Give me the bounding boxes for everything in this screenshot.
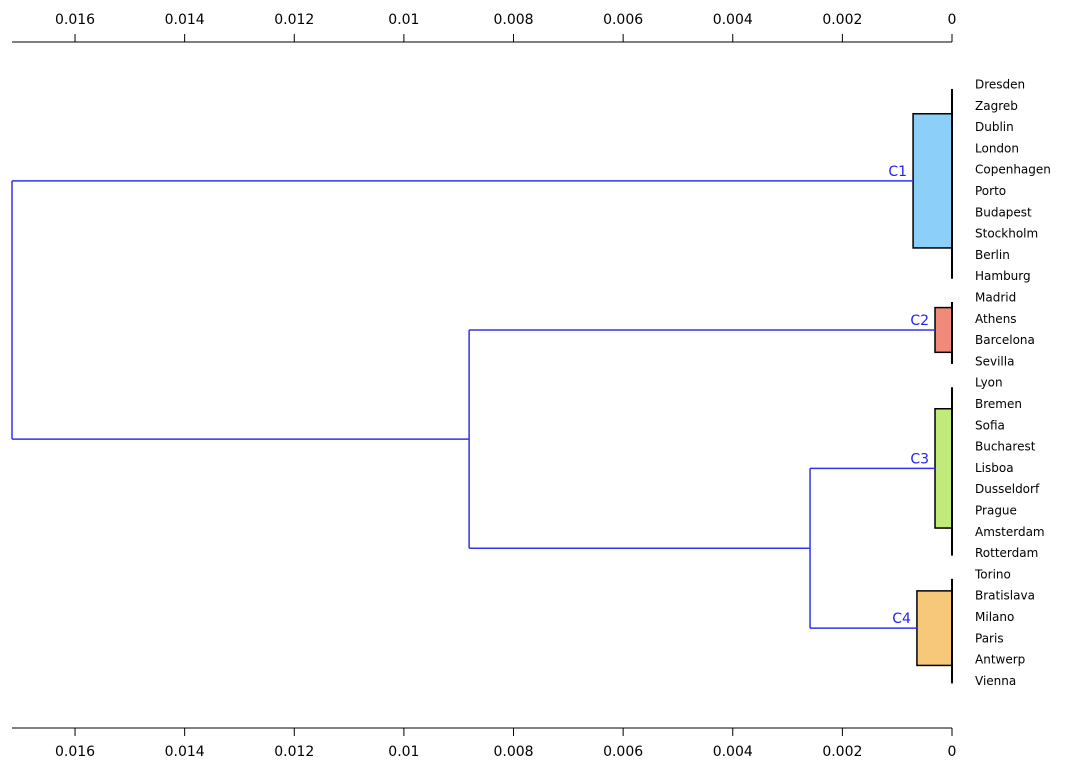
x-tick-label: 0.002: [822, 744, 862, 760]
leaf-label: Athens: [975, 312, 1017, 326]
leaf-label: Antwerp: [975, 653, 1025, 667]
leaf-label: Barcelona: [975, 333, 1035, 347]
leaf-label: Berlin: [975, 248, 1010, 262]
leaf-label: Vienna: [975, 674, 1016, 688]
cluster-box: [916, 590, 953, 667]
leaf-label: Madrid: [975, 291, 1016, 305]
leaf-label: Dusseldorf: [975, 482, 1040, 496]
leaf-label: Bratislava: [975, 589, 1035, 603]
cluster-box: [912, 113, 953, 249]
x-tick-label: 0.012: [274, 744, 314, 760]
leaf-label: Hamburg: [975, 269, 1031, 283]
leaf-label: Paris: [975, 631, 1004, 645]
x-tick-label: 0.014: [165, 744, 205, 760]
leaf-label: London: [975, 141, 1019, 155]
x-tick-label: 0.016: [55, 744, 95, 760]
leaf-label: Bremen: [975, 397, 1022, 411]
leaf-label: Dresden: [975, 78, 1025, 92]
x-tick-label: 0.006: [603, 744, 643, 760]
leaf-label: Stockholm: [975, 227, 1038, 241]
x-tick-label: 0.016: [55, 12, 95, 28]
leaf-label: Lyon: [975, 376, 1003, 390]
cluster-box: [934, 306, 953, 354]
cluster-label: C3: [910, 451, 929, 467]
leaf-label: Copenhagen: [975, 163, 1051, 177]
x-tick-label: 0.008: [493, 12, 533, 28]
x-tick-label: 0.01: [388, 12, 419, 28]
x-tick-label: 0.004: [713, 744, 753, 760]
x-tick-label: 0.002: [822, 12, 862, 28]
leaf-label: Bucharest: [975, 440, 1036, 454]
x-tick-label: 0: [948, 744, 957, 760]
x-tick-label: 0.014: [165, 12, 205, 28]
x-tick-label: 0.008: [493, 744, 533, 760]
x-tick-label: 0.006: [603, 12, 643, 28]
x-tick-label: 0: [948, 12, 957, 28]
leaf-label: Torino: [974, 567, 1011, 581]
x-tick-label: 0.012: [274, 12, 314, 28]
x-tick-label: 0.004: [713, 12, 753, 28]
x-tick-label: 0.01: [388, 744, 419, 760]
cluster-label: C1: [888, 164, 907, 180]
cluster-label: C2: [910, 313, 929, 329]
leaf-label: Rotterdam: [975, 546, 1038, 560]
leaf-label: Milano: [975, 610, 1014, 624]
cluster-box: [934, 408, 953, 529]
leaf-label: Budapest: [975, 205, 1032, 219]
leaf-label: Sevilla: [975, 354, 1014, 368]
leaf-label: Amsterdam: [975, 525, 1045, 539]
leaf-label: Dublin: [975, 120, 1014, 134]
leaf-label: Zagreb: [975, 99, 1018, 113]
leaf-label: Sofia: [975, 418, 1005, 432]
cluster-label: C4: [892, 611, 911, 627]
leaf-label: Lisboa: [975, 461, 1014, 475]
leaf-label: Prague: [975, 504, 1017, 518]
leaf-label: Porto: [975, 184, 1006, 198]
